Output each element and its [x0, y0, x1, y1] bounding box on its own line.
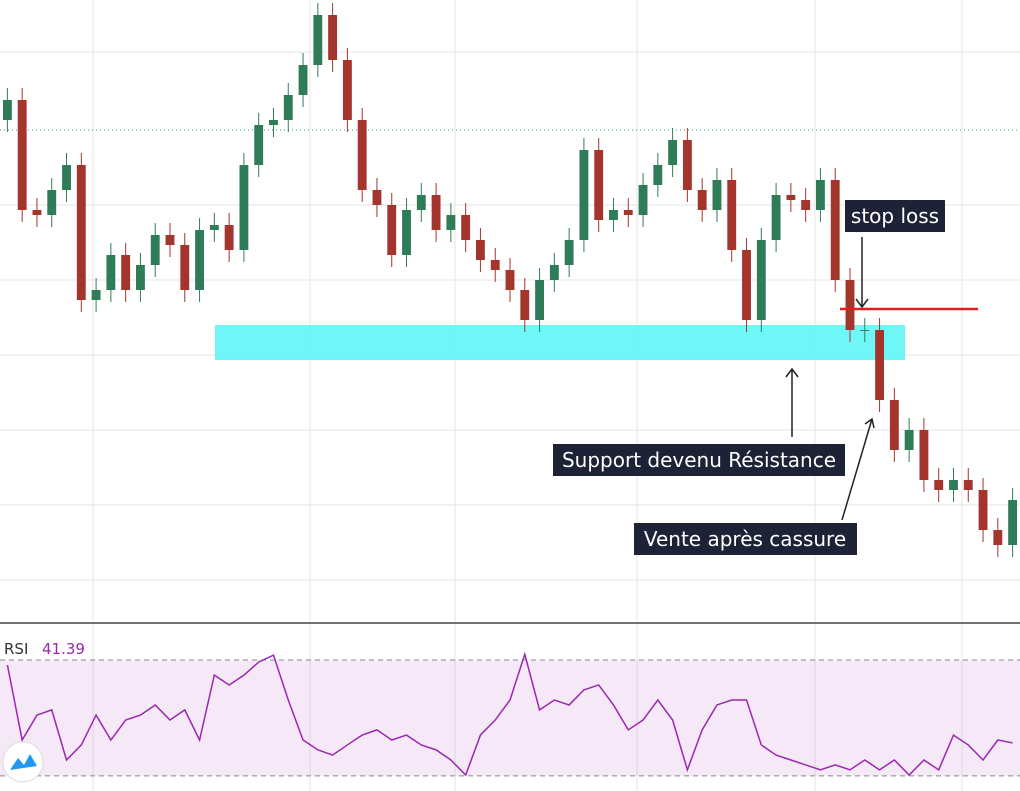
- candle-body: [860, 330, 870, 331]
- rsi-pane: [0, 651, 1020, 777]
- candle-body: [136, 265, 145, 290]
- candle-body: [564, 240, 574, 265]
- candle-body: [342, 60, 352, 120]
- candle-body: [91, 290, 101, 300]
- candle-body: [298, 65, 308, 95]
- candle-body: [476, 240, 485, 260]
- candle-body: [180, 245, 190, 290]
- candle-body: [402, 210, 411, 255]
- candle-body: [490, 260, 500, 270]
- candle-body: [594, 150, 604, 220]
- annotation: Support devenu Résistance: [562, 448, 836, 472]
- arrows: [785, 237, 875, 521]
- candle-body: [756, 240, 766, 320]
- candle-body: [328, 15, 338, 60]
- candle-body: [949, 480, 958, 490]
- candles: [2, 3, 1018, 557]
- candle-body: [505, 270, 515, 290]
- candle-body: [106, 255, 116, 290]
- candle-body: [579, 150, 589, 240]
- candle-body: [934, 480, 944, 490]
- annotation: stop loss: [851, 204, 939, 228]
- candle-body: [446, 215, 456, 230]
- candle-body: [372, 190, 382, 205]
- candle-body: [993, 530, 1003, 545]
- rsi-line: [6, 651, 1013, 777]
- candle-body: [889, 400, 899, 450]
- candle-body: [76, 165, 86, 300]
- candle-body: [786, 195, 796, 200]
- annotation-box: [634, 523, 857, 555]
- candle-body: [1008, 500, 1018, 545]
- candle-body: [830, 180, 840, 280]
- candle-body: [712, 180, 722, 210]
- candle-body: [904, 430, 914, 450]
- candle-body: [771, 195, 781, 240]
- rsi-label: RSI: [4, 640, 28, 658]
- candle-body: [816, 180, 825, 210]
- candle-body: [313, 15, 323, 65]
- candle-body: [801, 200, 811, 210]
- candle-body: [742, 250, 751, 320]
- candle-body: [150, 235, 160, 265]
- candle-body: [239, 165, 249, 250]
- candle-body: [62, 165, 71, 190]
- logo[interactable]: [2, 741, 44, 783]
- candle-body: [727, 180, 737, 250]
- candle-body: [47, 190, 57, 215]
- support-zone: [215, 325, 905, 360]
- candle-body: [549, 265, 559, 280]
- candle-body: [195, 230, 204, 290]
- candle-body: [845, 280, 855, 330]
- candle-body: [653, 165, 663, 185]
- candle-body: [224, 225, 234, 250]
- candle-body: [32, 210, 42, 215]
- candle-body: [682, 140, 692, 190]
- candle-body: [357, 120, 367, 190]
- candle-body: [609, 210, 618, 220]
- candle-body: [121, 255, 131, 290]
- candle-body: [17, 100, 27, 210]
- candle-body: [387, 205, 397, 255]
- candle-body: [2, 100, 12, 120]
- candle-body: [209, 225, 219, 230]
- rsi-value: 41.39: [42, 640, 85, 658]
- annotation-box: [553, 444, 845, 476]
- candle-body: [623, 210, 633, 215]
- candle-body: [283, 95, 293, 120]
- candle-body: [269, 120, 278, 125]
- rsi-band: [0, 660, 1020, 776]
- candle-body: [668, 140, 678, 165]
- candle-body: [978, 490, 988, 530]
- candle-body: [461, 215, 471, 240]
- candle-body: [416, 195, 426, 210]
- candle-body: [697, 190, 707, 210]
- candle-body: [638, 185, 648, 215]
- annotation-box: [845, 200, 945, 232]
- candle-body: [520, 290, 530, 320]
- candle-body: [875, 330, 884, 400]
- candle-body: [431, 195, 441, 230]
- candle-body: [254, 125, 264, 165]
- candle-body: [165, 235, 175, 245]
- candle-body: [963, 480, 973, 490]
- candle-body: [535, 280, 544, 320]
- candle-body: [919, 430, 929, 480]
- annotation: Vente après cassure: [644, 527, 846, 551]
